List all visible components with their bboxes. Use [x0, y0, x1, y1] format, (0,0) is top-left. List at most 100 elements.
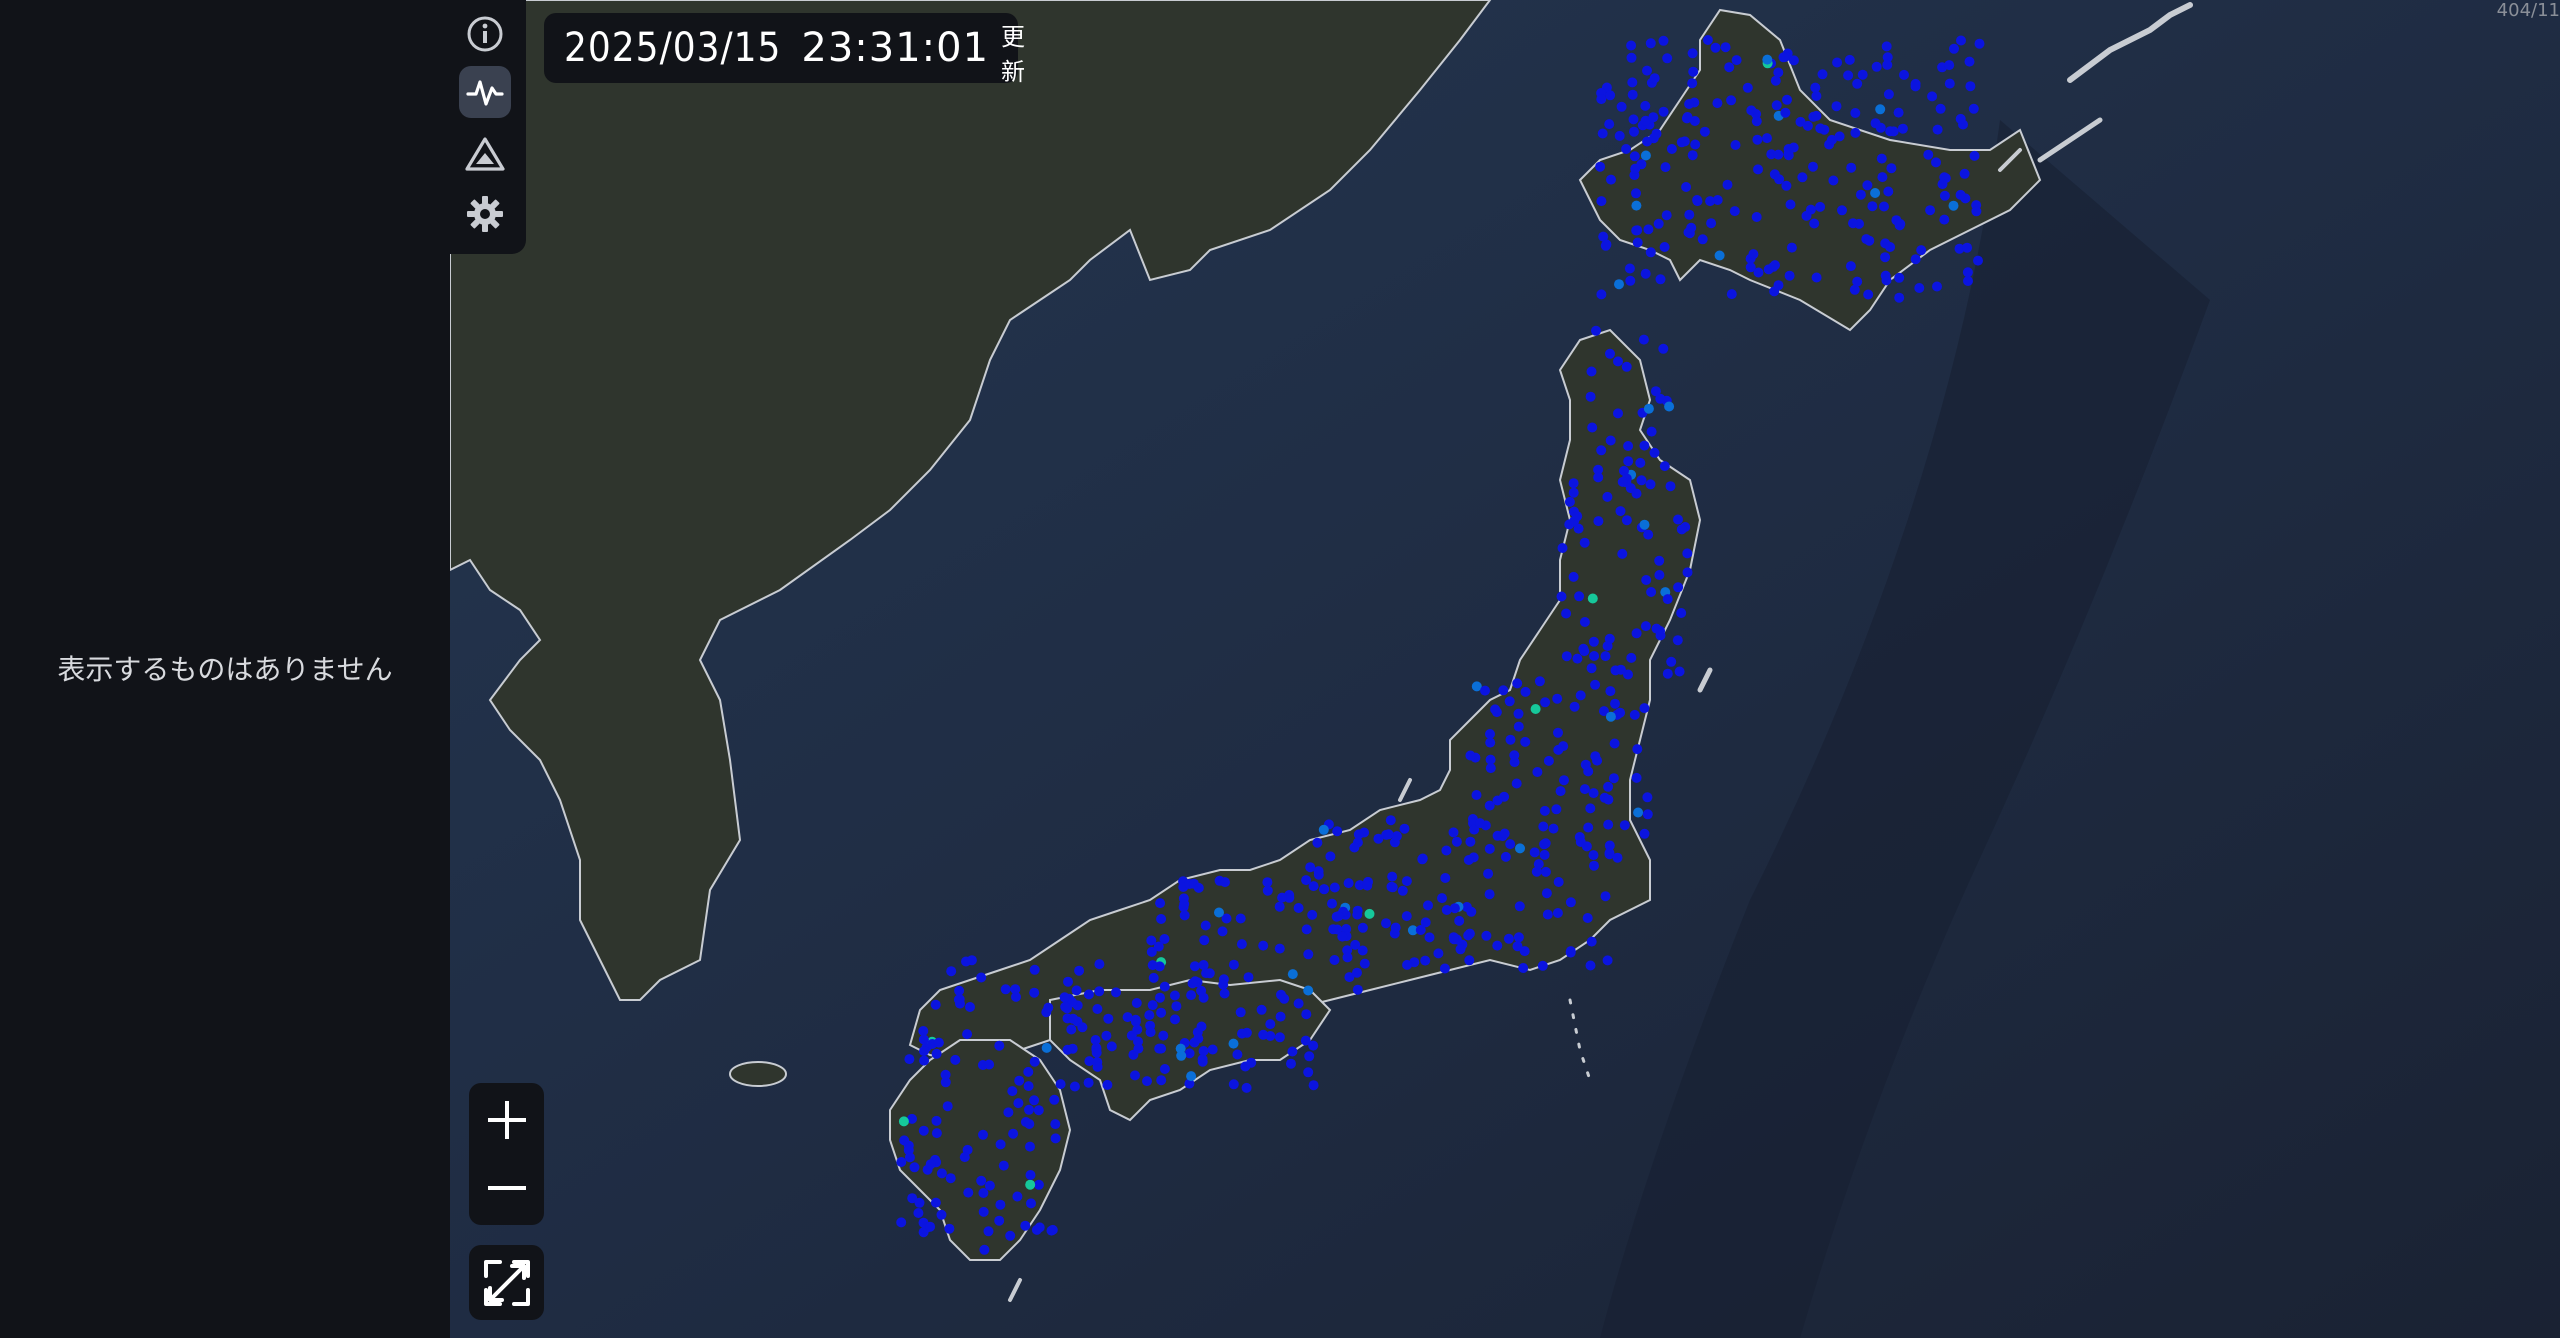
station-dot	[1811, 272, 1822, 283]
station-dot	[1606, 174, 1616, 185]
station-dot	[1407, 925, 1418, 936]
station-dot	[1029, 987, 1040, 998]
zoom-out-button[interactable]	[469, 1155, 544, 1221]
station-dot	[1602, 491, 1613, 502]
station-dot	[1863, 289, 1874, 300]
station-dot	[1274, 943, 1285, 954]
station-dot	[1179, 899, 1190, 909]
station-dot	[1742, 82, 1753, 93]
station-dot	[1047, 1224, 1058, 1235]
station-dot	[1605, 435, 1616, 446]
station-dot	[1748, 249, 1759, 260]
station-dot	[1513, 932, 1524, 943]
station-dot	[1867, 201, 1878, 212]
settings-button[interactable]	[459, 188, 511, 240]
station-dot	[1613, 356, 1623, 367]
kuril-islands-south	[2037, 117, 2103, 163]
station-dot	[1169, 990, 1180, 1001]
station-dot	[1639, 519, 1650, 530]
station-dot	[1937, 179, 1948, 190]
station-dot	[1623, 456, 1634, 467]
station-dot	[1654, 555, 1665, 566]
station-dot	[1033, 1105, 1044, 1116]
station-dot	[1415, 925, 1426, 935]
station-dot	[1342, 952, 1353, 963]
station-dot	[1682, 567, 1693, 578]
zoom-in-button[interactable]	[469, 1087, 544, 1153]
waveform-button[interactable]	[459, 66, 511, 118]
station-dot	[1055, 1079, 1066, 1090]
station-dot	[1184, 1078, 1195, 1089]
station-dot	[1466, 906, 1477, 917]
empty-message: 表示するものはありません	[57, 653, 393, 686]
station-dot	[1341, 924, 1352, 934]
station-dot	[1673, 514, 1683, 525]
station-dot	[1274, 901, 1285, 912]
station-dot	[1441, 845, 1452, 856]
station-dot	[1537, 960, 1548, 971]
station-dot	[1639, 703, 1650, 714]
tsunami-button[interactable]	[459, 128, 511, 180]
station-dot	[918, 1026, 929, 1036]
station-dot	[1092, 1061, 1103, 1072]
station-dot	[1293, 903, 1304, 913]
station-dot	[1103, 1013, 1114, 1024]
station-dot	[1956, 35, 1966, 46]
station-dot	[1328, 924, 1339, 935]
station-dot	[1591, 325, 1601, 336]
station-dot	[899, 1135, 910, 1146]
station-dot	[1598, 231, 1609, 242]
station-dot	[1643, 224, 1654, 235]
fullscreen-button[interactable]	[469, 1245, 544, 1320]
station-dot	[1300, 1035, 1311, 1046]
zoom-controls	[469, 1083, 544, 1225]
station-dot	[1505, 839, 1516, 850]
station-dot	[1773, 67, 1784, 78]
station-dot	[1352, 909, 1363, 920]
station-dot	[1782, 94, 1792, 105]
station-dot	[1484, 800, 1495, 811]
station-dot	[1186, 990, 1197, 1001]
station-dot	[925, 1221, 936, 1232]
station-dot	[1752, 134, 1763, 145]
station-dot	[1585, 960, 1596, 971]
station-dot	[1731, 55, 1742, 66]
station-dot	[1688, 66, 1699, 77]
station-dot	[1944, 60, 1955, 71]
station-dot	[918, 1034, 929, 1045]
station-dot	[1159, 981, 1170, 992]
station-dot	[1638, 334, 1649, 345]
station-dot	[1218, 979, 1229, 990]
station-dot	[1333, 911, 1344, 922]
info-button[interactable]	[459, 8, 511, 60]
station-dot	[983, 1226, 994, 1237]
station-dot	[1325, 851, 1336, 862]
station-dot	[1175, 1043, 1186, 1054]
station-dot	[1784, 270, 1795, 281]
station-dot	[1802, 120, 1813, 131]
station-dot	[1481, 930, 1492, 941]
station-dot	[1538, 821, 1549, 832]
station-dot	[1666, 656, 1677, 667]
update-timestamp: 2025/03/15 23:31:01 更新	[544, 13, 1025, 86]
station-dot	[954, 985, 965, 996]
station-dot	[1629, 151, 1640, 162]
station-dot	[1327, 898, 1337, 909]
station-dot	[933, 1037, 944, 1048]
station-dot	[1681, 182, 1692, 192]
station-dot	[1687, 78, 1698, 89]
station-dot	[1483, 868, 1494, 879]
map-canvas[interactable]	[450, 0, 2560, 1338]
map-view[interactable]	[450, 0, 2560, 1338]
station-dot	[1043, 1002, 1054, 1013]
station-dot	[1944, 78, 1955, 89]
station-dot	[1308, 1080, 1319, 1091]
station-dot	[1640, 100, 1651, 111]
station-dot	[1783, 150, 1794, 161]
station-dot	[1189, 961, 1200, 972]
station-dot	[1642, 65, 1652, 76]
station-dot	[1954, 243, 1965, 254]
station-dot	[1881, 41, 1892, 52]
station-dot	[1959, 168, 1970, 179]
station-dot	[1850, 108, 1861, 118]
